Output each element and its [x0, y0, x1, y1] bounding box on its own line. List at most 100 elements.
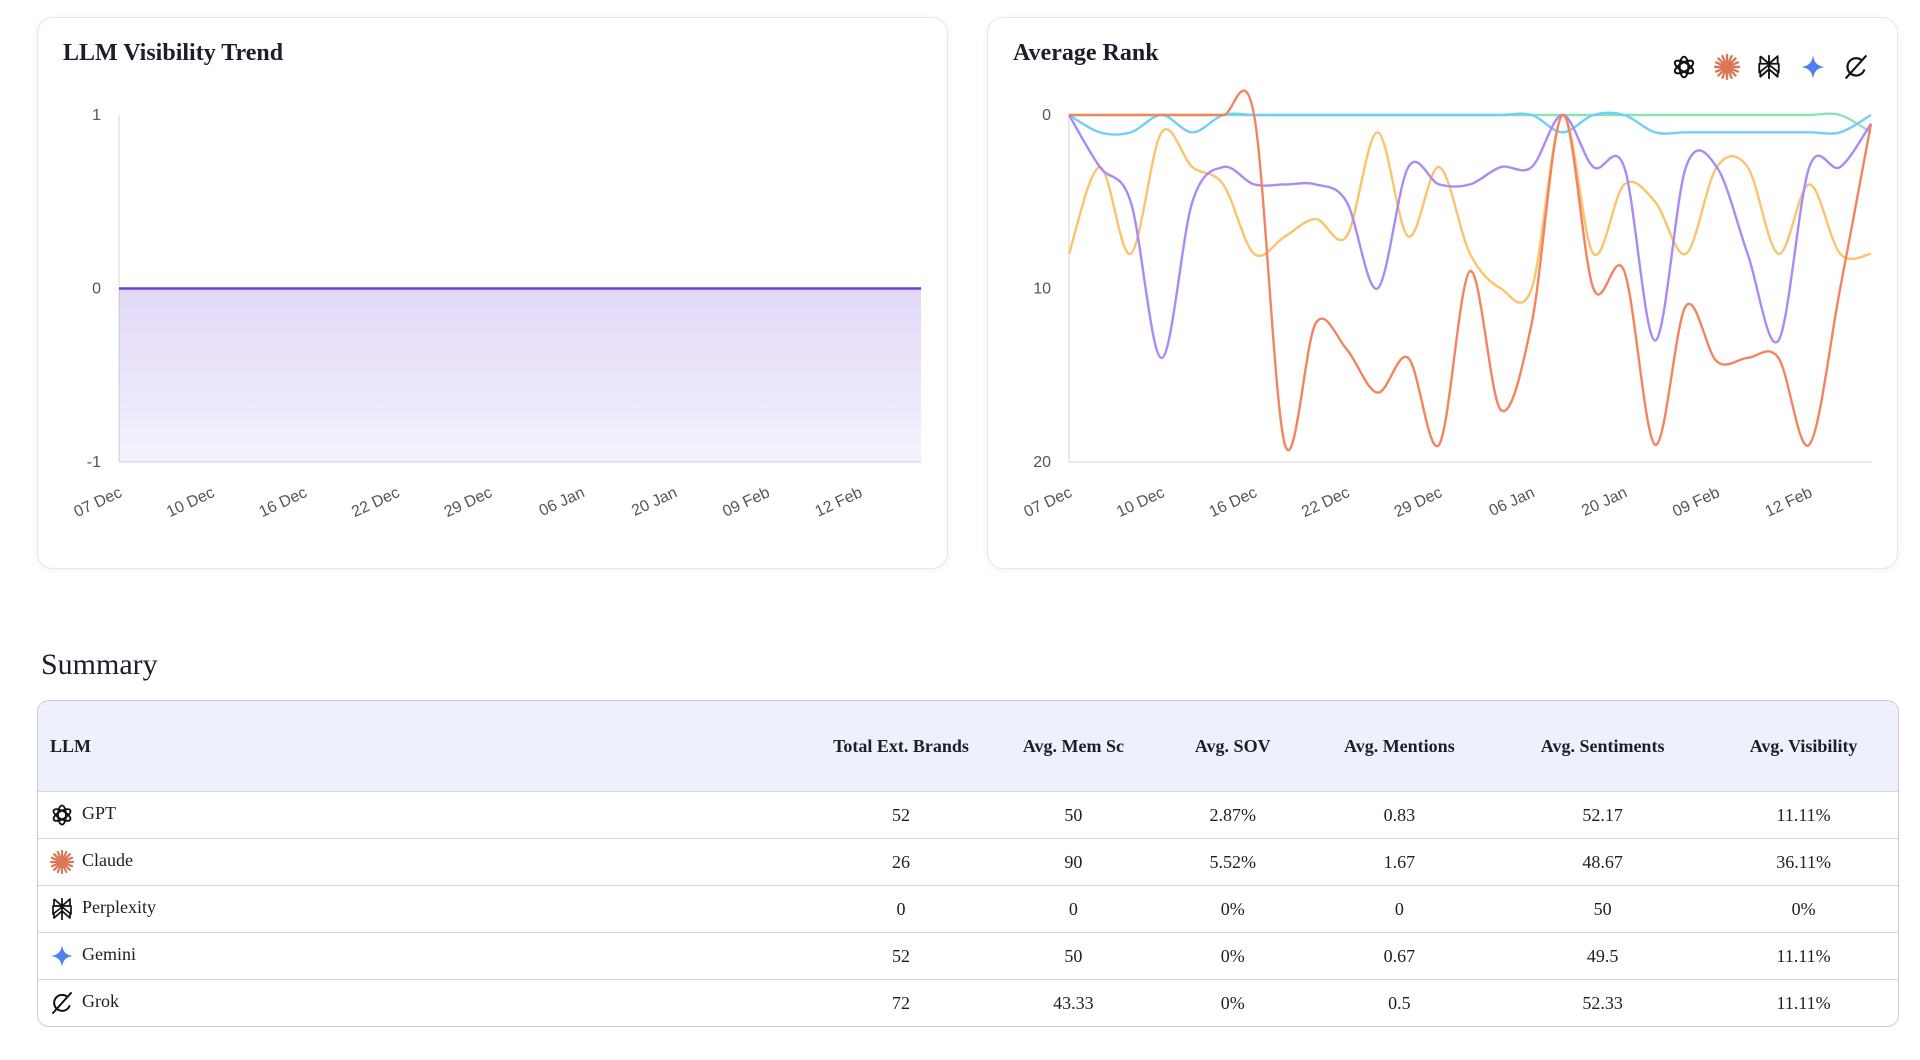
table-row: Perplexity 0 0 0% 0 50 0%: [38, 885, 1898, 933]
table-cell: 90: [984, 838, 1163, 886]
icon: [51, 945, 73, 967]
table-cell: 0%: [1162, 932, 1303, 980]
table-cell: 0: [818, 885, 984, 933]
llm-icon: [52, 992, 72, 1014]
chart-title: LLM Visibility Trend: [63, 40, 284, 66]
table-cell: 52: [818, 791, 984, 839]
table-cell: 49.5: [1496, 932, 1710, 980]
table-cell: 52: [818, 932, 984, 980]
chart-title: Average Rank: [1013, 40, 1159, 66]
y-tick-label: 0: [92, 281, 101, 298]
icon: [52, 897, 72, 921]
cell-text: Claude: [82, 850, 133, 871]
cell-text: 0%: [1220, 945, 1245, 966]
cell-text: 0.5: [1388, 992, 1411, 1013]
table-cell: 0.67: [1302, 932, 1497, 980]
chart: Average Rank 0 10 20 07 Dec 10 Dec 16 Dec 22 D…: [1013, 40, 1873, 521]
llm-icon: [52, 897, 72, 921]
table-cell: 52.17: [1496, 791, 1710, 839]
legend-icon: [1801, 55, 1825, 79]
cell-text: Gemini: [82, 944, 136, 965]
x-tick-label: 29 Dec: [442, 484, 495, 521]
table-cell: 0.5: [1302, 979, 1497, 1026]
cell-text: 0: [896, 898, 906, 919]
cell-text: 0.67: [1383, 945, 1416, 966]
table: LLM Total Ext. Brands Avg. Mem Sc Avg. SOV A…: [38, 701, 1898, 1026]
y-tick-label: -1: [87, 454, 101, 471]
x-tick-label: 10 Dec: [1114, 484, 1167, 521]
table-cell: 50: [984, 932, 1163, 980]
llm-icon: [50, 850, 74, 874]
visibility-card: LLM Visibility Trend -1 0 1 07 Dec 10 Dec 16 …: [37, 17, 948, 569]
cell-text: 11.11%: [1776, 992, 1831, 1013]
header-row: LLM Total Ext. Brands Avg. Mem Sc Avg. SOV A…: [38, 701, 1898, 792]
legend-icon: [1671, 55, 1697, 79]
cell-text: 11.11%: [1776, 945, 1831, 966]
cell-text: 72: [892, 992, 910, 1013]
area: [119, 288, 921, 462]
x-tick-label: 06 Jan: [1487, 484, 1538, 520]
column-header: Avg. Mentions: [1302, 701, 1497, 792]
cell-text: 52.33: [1582, 992, 1623, 1013]
table-cell: 5.52%: [1162, 838, 1303, 886]
table-cell: Perplexity: [38, 885, 818, 933]
summary-table: LLM Total Ext. Brands Avg. Mem Sc Avg. SOV A…: [37, 700, 1899, 1027]
cell-text: 0: [1394, 898, 1404, 919]
cell-text: 50: [1064, 804, 1083, 825]
cell-text: 0%: [1220, 898, 1245, 919]
chart: LLM Visibility Trend -1 0 1 07 Dec 10 Dec 16 …: [63, 40, 921, 521]
summary-title: Summary: [41, 648, 158, 681]
x-tick-label: 07 Dec: [72, 484, 125, 521]
rank-card: Average Rank 0 10 20 07 Dec 10 Dec 16 Dec 22 D…: [987, 17, 1898, 569]
x-tick-label: 10 Dec: [164, 484, 217, 521]
series-line: [1068, 111, 1872, 136]
x-tick-label: 22 Dec: [1299, 484, 1352, 521]
llm-icon: [50, 804, 74, 826]
table-row: Claude 26 90 5.52% 1.67 48.67 36.11%: [38, 838, 1898, 886]
series-line: [1068, 89, 1873, 451]
table-cell: 11.11%: [1709, 791, 1898, 839]
cell-text: 49.5: [1586, 945, 1619, 966]
cell-text: 52: [892, 945, 910, 966]
cell-text: 11.11%: [1776, 804, 1831, 825]
cell-text: 1.67: [1383, 851, 1416, 872]
table-row: GPT 52 50 2.87% 0.83 52.17 11.11%: [38, 791, 1898, 839]
table-cell: 11.11%: [1709, 932, 1898, 980]
cell-text: 0%: [1220, 992, 1245, 1013]
x-tick-label: 12 Feb: [1763, 484, 1815, 521]
legend-icon: [1758, 54, 1780, 80]
cell-text: Grok: [82, 991, 119, 1012]
x-tick-label: 06 Jan: [537, 484, 588, 520]
table-cell: Grok: [38, 979, 818, 1026]
cell-text: 43.33: [1053, 992, 1094, 1013]
column-header: Avg. SOV: [1162, 701, 1303, 792]
table-cell: 0: [1302, 885, 1497, 933]
table-cell: 0%: [1162, 979, 1303, 1026]
cell-text: 52: [892, 804, 910, 825]
x-tick-label: 20 Jan: [1579, 484, 1630, 520]
cell-text: Perplexity: [82, 897, 156, 918]
cell-text: 0: [1068, 898, 1078, 919]
cell-text: 0%: [1791, 898, 1816, 919]
table-cell: 11.11%: [1709, 979, 1898, 1026]
y-tick-label: 1: [92, 107, 101, 124]
cell-text: 50: [1593, 898, 1612, 919]
table-cell: 0.83: [1302, 791, 1497, 839]
x-tick-label: 29 Dec: [1392, 484, 1445, 521]
table-cell: GPT: [38, 791, 818, 839]
table-cell: 0%: [1709, 885, 1898, 933]
cell-text: 2.87%: [1209, 804, 1256, 825]
x-tick-label: 16 Dec: [1207, 484, 1260, 521]
table-cell: 2.87%: [1162, 791, 1303, 839]
column-header: Avg. Mem Sc: [984, 701, 1163, 792]
llm-icon: [51, 945, 73, 967]
y-tick-label: 10: [1033, 281, 1051, 298]
x-tick-label: 07 Dec: [1022, 484, 1075, 521]
legend-icon: [1845, 55, 1867, 79]
cell-text: 48.67: [1582, 851, 1623, 872]
table-cell: 0: [984, 885, 1163, 933]
table-cell: Gemini: [38, 932, 818, 980]
column-header: LLM: [38, 701, 818, 792]
cell-text: GPT: [82, 803, 117, 824]
